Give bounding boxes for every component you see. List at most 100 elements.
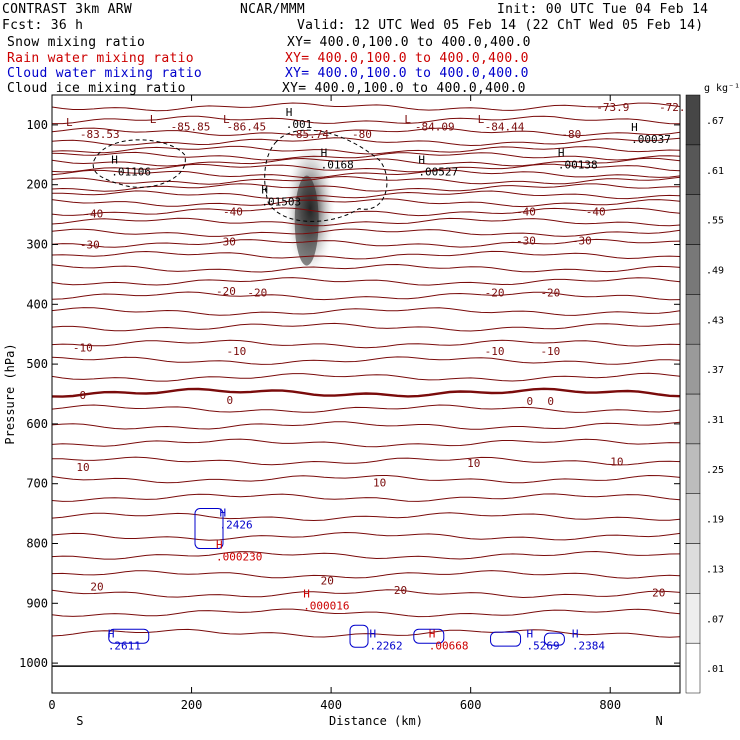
y-tick-label: 400 <box>26 297 48 311</box>
y-tick-label: 200 <box>26 178 48 192</box>
temperature-label: -10 <box>485 345 505 358</box>
temperature-contour <box>51 137 681 147</box>
temperature-contour <box>51 438 681 448</box>
temperature-contour <box>51 217 681 227</box>
temperature-label: 0 <box>526 395 533 408</box>
temperature-label: -30 <box>80 239 100 252</box>
colorbar-cell <box>685 493 701 544</box>
low-marker: L <box>150 113 157 126</box>
temperature-contour <box>51 228 681 237</box>
temperature-contour <box>51 157 681 167</box>
temperature-contour <box>51 127 681 137</box>
high-marker: H <box>631 121 638 134</box>
cloud-water-contour <box>490 631 522 647</box>
init-time-label: Init: 00 UTC Tue 04 Feb 14 <box>497 2 709 17</box>
y-tick-label: 600 <box>26 417 48 431</box>
cloud-water-contour <box>413 628 445 644</box>
high-value: .5269 <box>526 639 559 652</box>
x-axis-label: Distance (km) <box>329 714 423 728</box>
temperature-label: -85.74 <box>289 128 329 141</box>
temperature-contour <box>51 404 681 413</box>
high-marker: H <box>558 147 565 160</box>
colorbar-label: .13 <box>706 564 724 575</box>
temperature-contour <box>51 102 681 112</box>
temperature-contour <box>51 198 681 208</box>
temperature-label: 0 <box>547 395 554 408</box>
x-tick-label: 400 <box>320 698 342 712</box>
colorbar-cell <box>685 642 701 694</box>
high-marker: H <box>429 627 436 640</box>
high-marker: H <box>108 627 115 640</box>
cloud-water-contour <box>108 628 150 644</box>
temperature-label: -84.44 <box>485 121 525 134</box>
temperature-contour <box>51 493 681 502</box>
colorbar-label: .43 <box>706 315 724 326</box>
high-value: .00037 <box>631 133 671 146</box>
temperature-contour <box>51 207 681 217</box>
temperature-label: -40 <box>516 206 536 219</box>
colorbar-cell <box>685 194 701 245</box>
temperature-contour <box>51 163 681 173</box>
high-value: .2426 <box>219 519 252 532</box>
temperature-label: 0 <box>226 394 233 407</box>
temperature-contour <box>52 115 681 125</box>
low-marker: L <box>223 113 230 126</box>
colorbar-label: .31 <box>706 415 724 426</box>
valid-time-label: Valid: 12 UTC Wed 05 Feb 14 (22 ChT Wed … <box>297 18 704 33</box>
snow-core-shading <box>294 175 319 266</box>
temperature-contour <box>51 250 681 260</box>
temperature-contour <box>51 277 681 286</box>
temperature-contour <box>51 238 681 248</box>
y-tick-label: 900 <box>26 596 48 610</box>
temperature-label: 10 <box>373 477 386 490</box>
cloud-water-xy-label: XY= 400.0,100.0 to 400.0,400.0 <box>285 66 529 81</box>
temperature-label: -86.45 <box>226 121 266 134</box>
high-value: .001 <box>286 118 313 131</box>
field-label-cloud-ice: Cloud ice mixing ratio <box>7 81 186 96</box>
colorbar-label: .67 <box>706 116 724 127</box>
y-tick-label: 1000 <box>19 656 48 670</box>
temperature-label: -30 <box>572 234 592 247</box>
figure-header: CONTRAST 3km ARW NCAR/MMM Init: 00 UTC T… <box>0 0 740 100</box>
temperature-label: -0 <box>73 389 86 402</box>
high-marker: H <box>572 627 579 640</box>
high-value: .00527 <box>418 166 458 179</box>
colorbar-label: .37 <box>706 365 724 376</box>
high-value: .000230 <box>216 550 262 563</box>
colorbar: .01 .07 .13 .19 .25 .31 .37 .43 .49 .55 .61 .67 g kg… <box>685 83 740 694</box>
temperature-contour <box>51 322 681 332</box>
temperature-contour <box>51 339 681 349</box>
field-label-rain: Rain water mixing ratio <box>7 51 194 66</box>
colorbar-label: .01 <box>706 664 724 675</box>
temperature-contour <box>51 145 681 155</box>
y-tick-label: 800 <box>26 537 48 551</box>
colorbar-cell <box>685 393 701 445</box>
organization-label: NCAR/MMM <box>240 2 306 17</box>
model-title: CONTRAST 3km ARW <box>2 2 133 17</box>
temperature-label: -20 <box>216 285 236 298</box>
temperature-label: -20 <box>247 286 267 299</box>
colorbar-cell <box>685 144 701 195</box>
temperature-contour <box>51 570 681 579</box>
temperature-contour <box>51 291 681 301</box>
high-marker: H <box>321 147 328 160</box>
low-marker: L <box>478 113 485 126</box>
colorbar-cell <box>685 593 701 644</box>
temperature-label: -20 <box>540 286 560 299</box>
snow-shading <box>284 138 337 279</box>
x-tick-label: 0 <box>48 698 55 712</box>
low-marker: L <box>404 113 411 126</box>
temperature-contour <box>51 608 681 618</box>
cloud-water-contour <box>543 632 565 646</box>
colorbar-cell <box>685 443 701 494</box>
temperature-contour <box>51 474 681 484</box>
field-label-cloud-water: Cloud water mixing ratio <box>7 66 203 81</box>
high-value: .2262 <box>369 639 402 652</box>
temperature-label: -73.9 <box>596 101 629 114</box>
cloud-water-contour <box>194 508 224 550</box>
temperature-contour <box>51 169 681 179</box>
high-value: .00668 <box>429 639 469 652</box>
colorbar-cell <box>685 294 701 345</box>
